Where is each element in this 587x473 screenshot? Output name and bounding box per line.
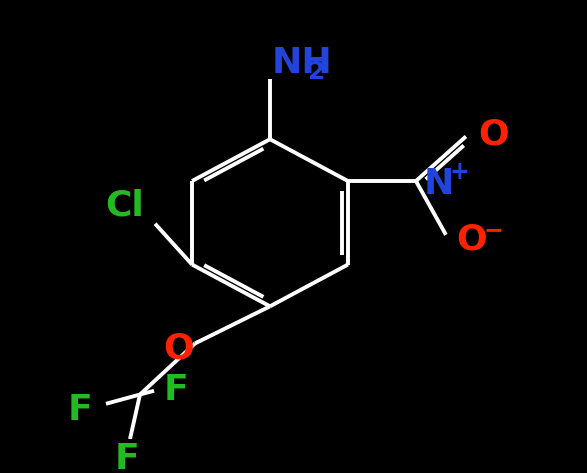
Text: N: N bbox=[424, 167, 454, 201]
Text: NH: NH bbox=[272, 46, 333, 80]
Text: Cl: Cl bbox=[106, 188, 144, 222]
Text: O: O bbox=[478, 118, 509, 151]
Text: F: F bbox=[114, 442, 139, 473]
Text: O: O bbox=[164, 331, 194, 365]
Text: F: F bbox=[68, 393, 92, 427]
Text: −: − bbox=[484, 218, 504, 242]
Text: +: + bbox=[450, 160, 470, 184]
Text: 2: 2 bbox=[308, 61, 325, 84]
Text: F: F bbox=[164, 373, 188, 407]
Text: O: O bbox=[456, 222, 487, 256]
